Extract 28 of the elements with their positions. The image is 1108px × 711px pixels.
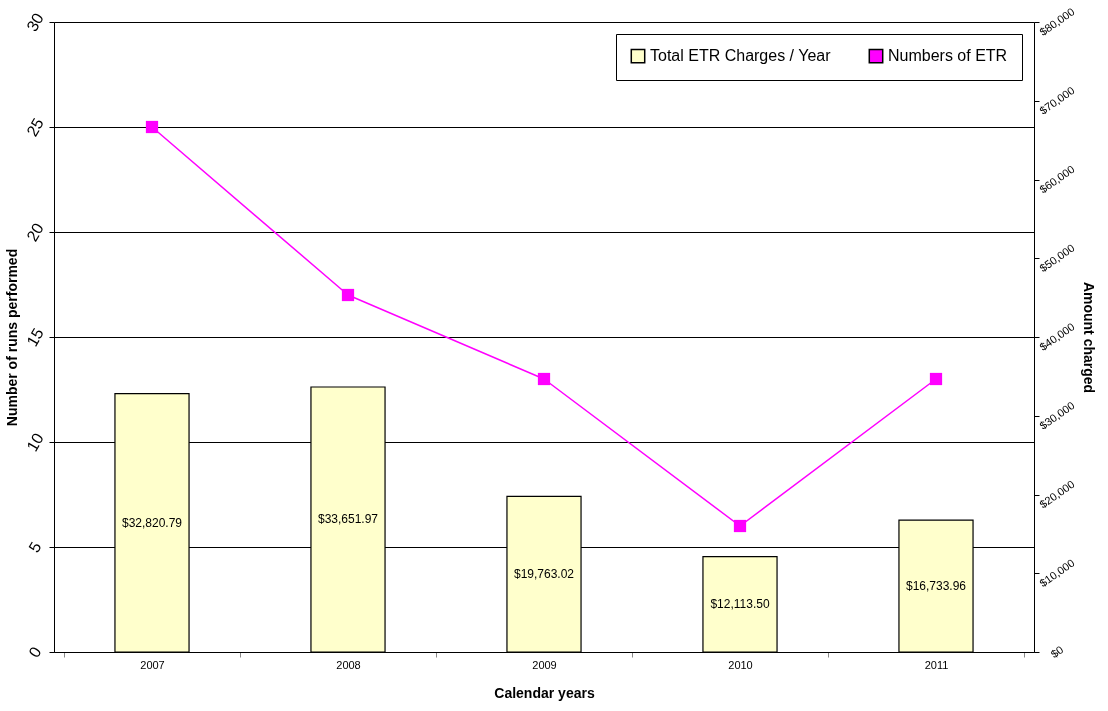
point [341, 288, 355, 302]
y-tick-label: 30 [23, 10, 47, 35]
legend-label: Numbers of ETR [888, 47, 1008, 65]
x-tick-label: 2011 [924, 658, 949, 671]
x-tick-label: 2007 [140, 658, 165, 671]
data-label: $33,651.97 [317, 512, 379, 527]
y-tick-label: 5 [25, 539, 45, 556]
data-label: $32,820.79 [121, 515, 183, 530]
x-tick-label: 2008 [336, 658, 361, 671]
x-axis-title: Calendar years [494, 684, 595, 701]
x-tick-label: 2009 [532, 658, 557, 671]
y-tick-label: 25 [23, 115, 47, 140]
y-tick-label: 0 [25, 644, 45, 661]
y2-axis-title: Amount charged [1080, 281, 1097, 394]
y2-tick-label: $0 [1048, 643, 1066, 661]
data-label: $19,763.02 [513, 567, 575, 582]
x-tick-label: 2010 [728, 658, 753, 671]
point [929, 372, 943, 386]
legend-label: Total ETR Charges / Year [650, 47, 832, 65]
y-tick-label: 15 [23, 325, 47, 350]
y-tick-label: 20 [23, 220, 47, 245]
y-axis-title: Number of runs performed [4, 248, 21, 427]
point [537, 372, 551, 386]
data-label: $12,113.50 [710, 597, 770, 612]
point [733, 519, 747, 533]
y-tick-label: 10 [23, 430, 47, 455]
data-label: $16,733.96 [905, 579, 967, 594]
point [145, 120, 159, 134]
